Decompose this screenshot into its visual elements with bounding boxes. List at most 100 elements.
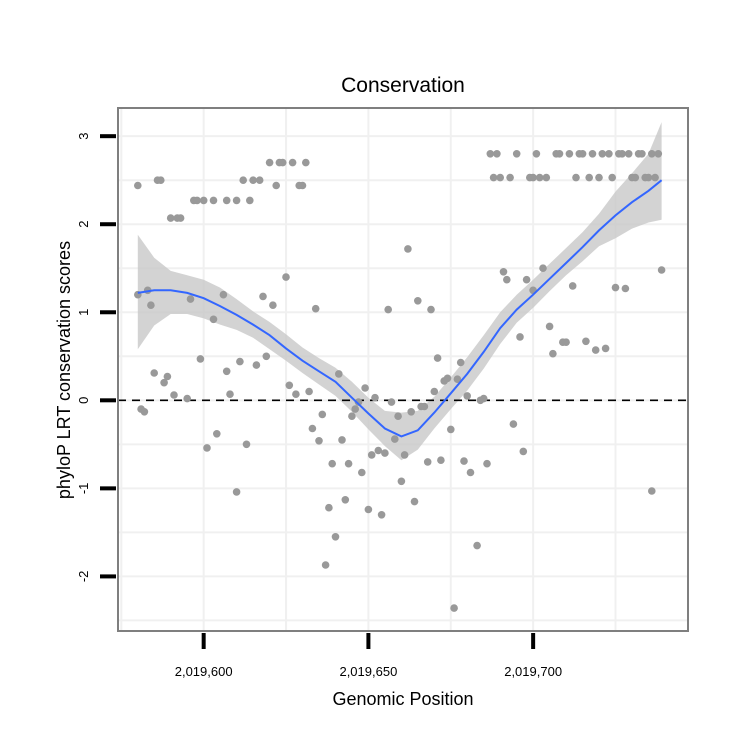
data-point xyxy=(532,150,541,158)
data-point xyxy=(222,196,231,205)
data-point xyxy=(572,173,580,182)
data-point xyxy=(239,176,247,184)
data-point xyxy=(430,387,439,396)
data-point xyxy=(529,173,537,182)
data-point xyxy=(463,392,472,400)
data-point xyxy=(213,430,221,438)
data-point xyxy=(196,355,205,363)
data-point xyxy=(522,275,531,284)
data-points xyxy=(134,150,666,612)
data-point xyxy=(351,405,360,413)
data-point xyxy=(433,354,442,362)
data-point xyxy=(420,402,429,411)
data-point xyxy=(496,173,505,182)
data-point xyxy=(387,398,396,406)
data-point xyxy=(595,173,603,182)
data-point xyxy=(285,381,294,390)
data-point xyxy=(176,214,185,222)
data-point xyxy=(134,181,142,190)
data-point xyxy=(423,458,432,466)
data-point xyxy=(232,488,241,496)
data-point xyxy=(242,440,251,449)
data-point xyxy=(246,196,254,205)
y-axis: -2 -1 0 1 2 3 xyxy=(76,133,116,583)
data-point xyxy=(199,196,208,205)
data-point xyxy=(503,275,511,284)
data-point xyxy=(203,444,211,452)
data-point xyxy=(648,487,656,495)
data-point xyxy=(193,196,201,205)
data-point xyxy=(657,266,666,274)
data-point xyxy=(311,304,320,313)
data-point xyxy=(585,173,593,182)
data-point xyxy=(479,394,488,403)
data-point xyxy=(292,390,300,399)
chart-title: Conservation xyxy=(341,74,465,97)
data-point xyxy=(397,477,406,486)
loess-fit-line xyxy=(137,179,663,438)
data-point xyxy=(618,150,626,158)
data-point xyxy=(364,505,373,514)
data-point xyxy=(565,150,574,158)
data-point xyxy=(509,420,518,428)
data-point xyxy=(489,173,498,182)
data-point xyxy=(654,150,663,158)
data-point xyxy=(535,173,544,182)
data-point xyxy=(611,283,620,292)
data-point xyxy=(252,361,261,369)
data-point xyxy=(391,435,399,443)
plot-panel xyxy=(118,108,688,631)
data-point xyxy=(140,408,149,416)
data-point xyxy=(466,468,475,477)
data-point xyxy=(298,181,307,190)
data-point xyxy=(624,150,633,158)
data-point xyxy=(568,282,577,290)
y-tick-label: 2 xyxy=(76,221,91,228)
data-point xyxy=(318,410,327,419)
y-tick-label: 3 xyxy=(76,133,91,140)
data-point xyxy=(335,370,343,378)
data-point xyxy=(269,301,277,310)
y-axis-title: phyloP LRT conservation scores xyxy=(54,241,74,499)
y-tick-label: 0 xyxy=(76,397,91,404)
data-point xyxy=(608,173,616,182)
data-point xyxy=(545,322,554,331)
data-point xyxy=(170,391,178,399)
data-point xyxy=(651,173,659,182)
data-point xyxy=(499,268,508,276)
data-point xyxy=(160,378,168,387)
data-point xyxy=(219,290,228,299)
data-point xyxy=(460,457,468,465)
data-point xyxy=(278,158,287,167)
data-point xyxy=(394,412,402,421)
data-point xyxy=(506,173,514,182)
data-point xyxy=(265,158,274,167)
data-point xyxy=(374,446,383,455)
data-point xyxy=(305,387,313,396)
data-point xyxy=(638,150,646,158)
data-point xyxy=(542,173,551,182)
x-tick-label: 2,019,650 xyxy=(339,664,397,679)
x-axis-title: Genomic Position xyxy=(332,689,473,709)
data-point xyxy=(157,176,165,184)
data-point xyxy=(486,150,495,158)
data-point xyxy=(598,150,607,158)
x-tick-label: 2,019,700 xyxy=(504,664,562,679)
data-point xyxy=(414,297,422,305)
data-point xyxy=(404,245,412,253)
data-point xyxy=(183,394,191,403)
data-point xyxy=(443,374,452,383)
data-point xyxy=(232,196,241,205)
data-point xyxy=(150,369,158,377)
data-point xyxy=(410,497,419,506)
data-point xyxy=(354,398,363,406)
data-point xyxy=(259,292,267,301)
x-axis: 2,019,600 2,019,650 2,019,700 xyxy=(175,633,562,679)
data-point xyxy=(147,301,155,310)
data-point xyxy=(272,181,281,190)
data-point xyxy=(325,503,333,512)
data-point xyxy=(163,372,172,381)
y-tick-label: -2 xyxy=(76,571,91,583)
data-point xyxy=(222,367,231,376)
data-point xyxy=(555,150,564,158)
